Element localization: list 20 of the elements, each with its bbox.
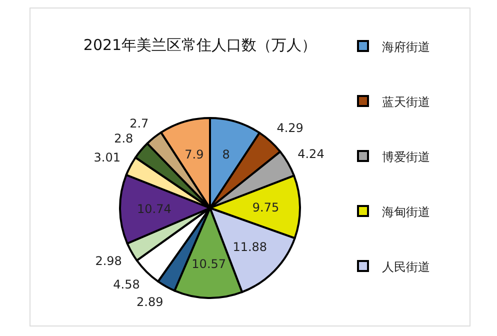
data-label: 4.29 xyxy=(276,121,304,136)
data-label: 9.75 xyxy=(252,200,280,214)
data-label: 2.89 xyxy=(136,295,164,310)
legend-label: 海甸街道 xyxy=(382,205,430,219)
data-label: 7.9 xyxy=(184,147,204,162)
data-label: 2.98 xyxy=(95,254,122,268)
data-label: 2.7 xyxy=(130,116,149,131)
data-label: 4.58 xyxy=(113,278,140,292)
data-label: 11.88 xyxy=(232,240,268,254)
chart-title: 2021年美兰区常住人口数（万人） xyxy=(83,36,317,54)
legend-label: 蓝天街道 xyxy=(382,95,430,109)
data-label: 10.74 xyxy=(137,202,172,216)
data-label: 2.8 xyxy=(114,132,134,146)
legend-label: 博爱街道 xyxy=(382,150,430,164)
legend-label: 人民街道 xyxy=(382,260,430,274)
data-label: 3.01 xyxy=(94,150,121,165)
data-label: 10.57 xyxy=(192,256,226,271)
data-label: 4.24 xyxy=(298,147,324,162)
legend-label: 海府街道 xyxy=(382,40,430,54)
data-label: 8 xyxy=(222,148,230,162)
